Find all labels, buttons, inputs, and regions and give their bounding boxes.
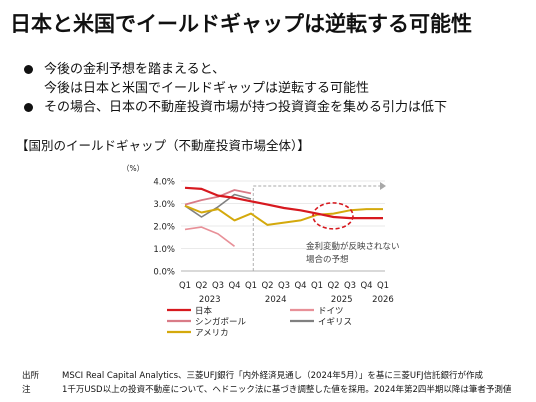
bullet-list: 今後の金利予想を踏まえると、 今後は日本と米国でイールドギャップは逆転する可能性… [22,60,447,117]
x-tick-label: Q4 [228,281,240,291]
bullet-dot-icon [24,65,33,74]
x-tick-label: Q3 [278,281,290,291]
x-tick-label: Q1 [245,281,257,291]
bullet-line: 今後の金利予想を踏まえると、 [44,62,226,77]
bullet-dot-icon [24,103,33,112]
year-label: 2025 [331,295,353,305]
forecast-arrow-icon [380,182,386,190]
forecast-boundary [252,185,380,271]
x-tick-label: Q2 [261,281,273,291]
year-label: 2026 [372,295,394,305]
bullet-line: 今後は日本と米国でイールドギャップは逆転する可能性 [44,81,370,96]
source-text: MSCI Real Capital Analytics、三菱UFJ銀行「内外経済… [62,371,484,381]
x-tick-label: Q1 [377,281,389,291]
series-line-4 [184,204,383,226]
x-tick-label: Q4 [294,281,306,291]
chart-heading: 【国別のイールドギャップ（不動産投資市場全体）】 [16,138,310,153]
y-tick-label: 1.0% [153,245,175,255]
page-title: 日本と米国でイールドギャップは逆転する可能性 [10,12,472,36]
legend-label: 日本 [195,306,213,317]
year-label: 2024 [265,295,287,305]
x-tick-label: Q3 [344,281,356,291]
bullet-item: その場合、日本の不動産投資市場が持つ投資資金を集める引力は低下 [22,98,447,117]
remark-text: 1千万USD以上の投資不動産について、ヘドニック法に基づき調整した値を採用。20… [62,385,512,395]
series-line-1 [184,226,235,247]
y-tick-label: 0.0% [153,268,175,278]
x-tick-label: Q1 [311,281,323,291]
legend-label: アメリカ [195,329,229,339]
series-line-2 [184,189,252,206]
annotation-text: 金利変動が反映されない [306,241,400,252]
legend-label: シンガポール [195,317,247,328]
series-line-3 [184,193,252,218]
bullet-line: その場合、日本の不動産投資市場が持つ投資資金を集める引力は低下 [44,100,448,115]
x-tick-label: Q4 [360,281,372,291]
y-tick-label: 3.0% [153,200,175,210]
annotation-text: 場合の予想 [306,254,349,265]
x-tick-label: Q2 [327,281,339,291]
remark-note: 注 1千万USD以上の投資不動産について、ヘドニック法に基づき調整した値を採用。2… [22,383,511,395]
series-line-0 [184,186,383,220]
crossover-highlight [312,202,354,230]
bullet-item: 今後の金利予想を踏まえると、 今後は日本と米国でイールドギャップは逆転する可能性 [22,60,447,98]
y-tick-label: 4.0% [153,178,175,188]
remark-label: 注 [22,385,31,395]
source-label: 出所 [22,371,40,381]
x-tick-label: Q2 [195,281,207,291]
x-tick-label: Q1 [179,281,191,291]
x-tick-label: Q3 [212,281,224,291]
year-label: 2023 [199,295,221,305]
legend-label: イギリス [318,318,352,328]
legend-label: ドイツ [318,307,344,317]
source-note: 出所 MSCI Real Capital Analytics、三菱UFJ銀行「内外… [22,369,483,381]
y-tick-label: 2.0% [153,223,175,233]
y-unit-label: （%） [122,164,144,173]
